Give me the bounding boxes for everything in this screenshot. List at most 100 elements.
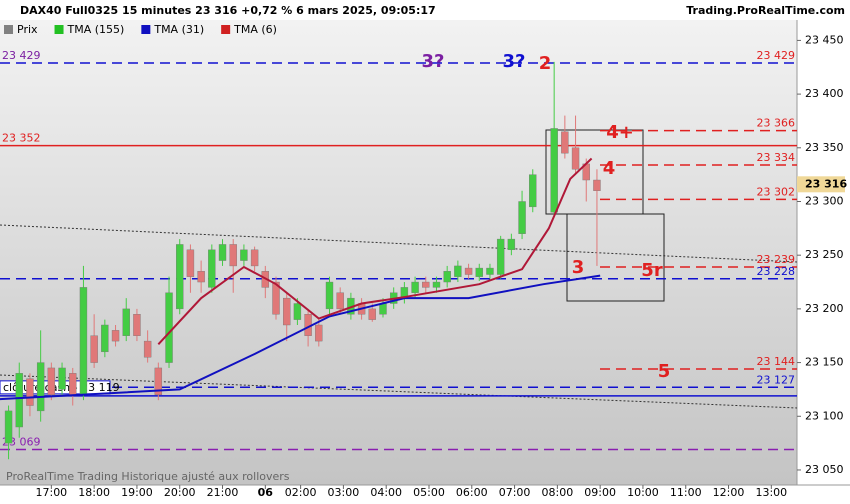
x-tick-label: 09:00 [584, 486, 616, 499]
candle-body [218, 244, 227, 261]
x-tick-label: 07:00 [499, 486, 531, 499]
candle-body [336, 292, 344, 310]
candle-body [518, 201, 526, 234]
x-tick-label: 05:00 [413, 486, 445, 499]
level-label: 23 429 [2, 49, 41, 62]
level-label: 23 352 [2, 132, 41, 145]
annotation: 3? [422, 51, 445, 72]
candle-body [443, 271, 451, 283]
candle-body [186, 249, 195, 277]
candle-body [315, 324, 323, 342]
candle-body [593, 179, 601, 191]
candle-body [79, 287, 88, 395]
candle-body [26, 378, 34, 406]
x-tick-label: 02:00 [285, 486, 317, 499]
annotation: 5 [658, 361, 671, 382]
candle-body [229, 244, 237, 267]
y-tick-label: 23 250 [805, 248, 844, 261]
candle-body [379, 303, 387, 315]
y-tick-label: 23 150 [805, 356, 844, 369]
x-tick-label: 18:00 [78, 486, 110, 499]
y-tick-label: 23 450 [805, 33, 844, 46]
candle-body [561, 131, 569, 154]
candle-body [90, 335, 98, 363]
legend-label: TMA (6) [233, 23, 277, 36]
y-tick-label: 23 400 [805, 87, 844, 100]
candle-body [571, 147, 580, 170]
x-tick-label: 13:00 [755, 486, 787, 499]
x-tick-label: 17:00 [35, 486, 67, 499]
level-label: 23 228 [757, 265, 796, 278]
candle-body [47, 367, 56, 395]
candle-body [325, 281, 334, 310]
candle-body [464, 267, 473, 275]
candle-body [411, 281, 419, 293]
x-tick-label: 20:00 [164, 486, 196, 499]
candle-body [154, 367, 163, 395]
candle-body [240, 249, 248, 261]
candle-body [208, 249, 216, 288]
candle-body [4, 410, 13, 444]
x-tick-label: 08:00 [542, 486, 574, 499]
candle-body [250, 249, 259, 267]
level-label: 23 239 [757, 253, 796, 266]
candle-body [165, 292, 173, 363]
x-tick-label: 10:00 [627, 486, 659, 499]
indicator-line [0, 274, 601, 401]
annotation: 3 [572, 257, 585, 278]
legend-swatch [54, 25, 64, 34]
annotation: 5r [641, 260, 663, 281]
candle-body [36, 362, 45, 412]
y-tick-label: 23 100 [805, 409, 844, 422]
x-tick-label: 03:00 [328, 486, 360, 499]
legend-label: Prix [17, 23, 38, 36]
legend-label: TMA (155) [67, 23, 125, 36]
candle-body [486, 267, 494, 275]
candle-body [69, 373, 77, 395]
trend-line [0, 374, 798, 409]
annotation: 4 [603, 158, 616, 179]
level-label: 23 366 [757, 117, 796, 130]
x-tick-label: 11:00 [670, 486, 702, 499]
footer: ProRealTime Trading Historique ajusté au… [6, 470, 290, 483]
legend-label: TMA (31) [153, 23, 204, 36]
candle-body [58, 367, 66, 390]
candle-body [143, 340, 152, 358]
candle-body [272, 281, 280, 315]
candle-body [507, 238, 516, 251]
candle-body [101, 324, 109, 353]
level-label: 23 127 [757, 373, 796, 386]
annotation: 3? [503, 51, 526, 72]
level-label: 23 334 [757, 151, 796, 164]
y-tick-label: 23 200 [805, 302, 844, 315]
x-tick-label: 06:00 [456, 486, 488, 499]
candle-body [197, 271, 205, 283]
candle-body [15, 373, 23, 428]
candle-body [496, 238, 505, 275]
candle-body [422, 281, 430, 288]
y-tick-label: 23 350 [805, 141, 844, 154]
candle-body [475, 267, 483, 277]
candle-body [111, 330, 120, 342]
source: Trading.ProRealTime.com [686, 4, 845, 17]
x-tick-label: 04:00 [370, 486, 402, 499]
candle-body [283, 297, 291, 326]
indicator-line [157, 157, 593, 345]
x-tick-label: 19:00 [121, 486, 153, 499]
y-tick-label: 23 050 [805, 463, 844, 476]
candle-body [368, 308, 376, 320]
plot-background [0, 20, 797, 485]
candle-body [122, 308, 130, 336]
chart-title: DAX40 Full0325 15 minutes 23 316 +0,72 %… [20, 4, 436, 17]
annotation: 2 [539, 53, 552, 74]
candle-body [529, 174, 537, 208]
x-tick-label: 06 [258, 486, 274, 499]
x-tick-label: 12:00 [713, 486, 745, 499]
legend-swatch [141, 25, 151, 34]
level-label: 23 144 [757, 355, 796, 368]
x-tick-label: 21:00 [207, 486, 239, 499]
price-tag [797, 176, 845, 193]
legend-swatch [221, 25, 231, 34]
candle-body [133, 314, 141, 336]
